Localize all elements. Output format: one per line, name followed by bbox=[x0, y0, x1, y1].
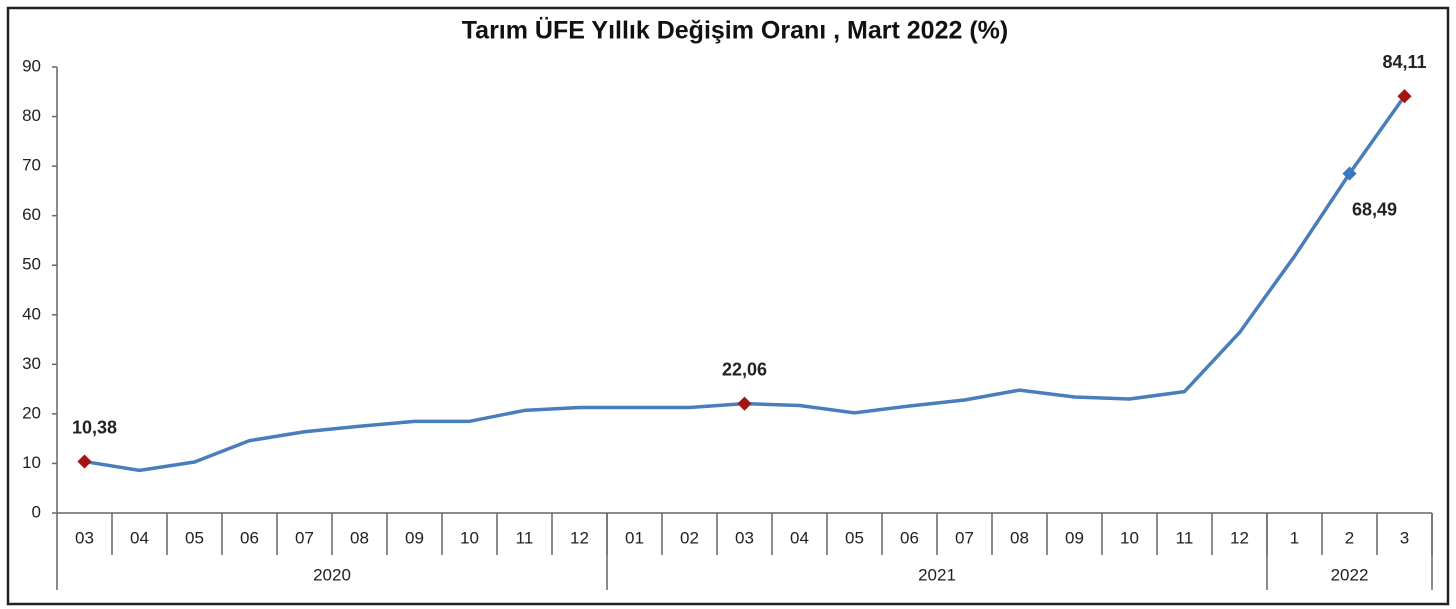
frame bbox=[6, 6, 1450, 606]
x-tick-label: 04 bbox=[790, 528, 809, 547]
data-label: 22,06 bbox=[722, 359, 767, 379]
x-tick-label: 01 bbox=[625, 528, 644, 547]
x-tick-label: 10 bbox=[460, 528, 479, 547]
x-tick-label: 06 bbox=[240, 528, 259, 547]
x-tick-label: 1 bbox=[1290, 528, 1299, 547]
series-line bbox=[84, 95, 1406, 473]
y-tick-label: 10 bbox=[22, 453, 41, 472]
x-tick-label: 03 bbox=[735, 528, 754, 547]
group-label: 2020 bbox=[313, 565, 351, 584]
point-marker bbox=[737, 396, 752, 411]
x-tick-label: 2 bbox=[1345, 528, 1354, 547]
x-tick-label: 03 bbox=[75, 528, 94, 547]
x-tick-label: 10 bbox=[1120, 528, 1139, 547]
y-tick-label: 30 bbox=[22, 354, 41, 373]
x-tick-label: 3 bbox=[1400, 528, 1409, 547]
x-tick-label: 11 bbox=[516, 528, 534, 547]
x-tick-label: 04 bbox=[130, 528, 149, 547]
data-label: 84,11 bbox=[1382, 52, 1426, 72]
x-tick-label: 11 bbox=[1176, 528, 1194, 547]
x-tick-label: 05 bbox=[845, 528, 864, 547]
x-tick-label: 05 bbox=[185, 528, 204, 547]
y-tick-label: 60 bbox=[22, 205, 41, 224]
point-marker bbox=[1397, 89, 1412, 104]
y-tick-label: 40 bbox=[22, 304, 41, 323]
x-tick-label: 07 bbox=[955, 528, 974, 547]
point-marker bbox=[77, 454, 92, 469]
data-label: 68,49 bbox=[1352, 199, 1397, 219]
x-tick-label: 02 bbox=[680, 528, 699, 547]
data-label: 10,38 bbox=[72, 417, 117, 437]
x-tick-label: 12 bbox=[1230, 528, 1249, 547]
chart-title: Tarım ÜFE Yıllık Değişim Oranı , Mart 20… bbox=[462, 16, 1008, 45]
group-label: 2022 bbox=[1331, 565, 1369, 584]
x-tick-label: 08 bbox=[1010, 528, 1029, 547]
point-marker bbox=[1342, 166, 1357, 181]
x-tick-label: 12 bbox=[570, 528, 589, 547]
y-tick-label: 20 bbox=[22, 403, 41, 422]
x-tick-label: 09 bbox=[1065, 528, 1084, 547]
x-tick-label: 08 bbox=[350, 528, 369, 547]
y-tick-label: 70 bbox=[22, 156, 41, 175]
group-label: 2021 bbox=[918, 565, 956, 584]
x-tick-label: 09 bbox=[405, 528, 424, 547]
y-tick-label: 0 bbox=[32, 502, 41, 521]
x-tick-label: 07 bbox=[295, 528, 314, 547]
x-tick-label: 06 bbox=[900, 528, 919, 547]
y-tick-label: 50 bbox=[22, 255, 41, 274]
y-tick-label: 80 bbox=[22, 106, 41, 125]
y-tick-label: 90 bbox=[22, 56, 41, 75]
